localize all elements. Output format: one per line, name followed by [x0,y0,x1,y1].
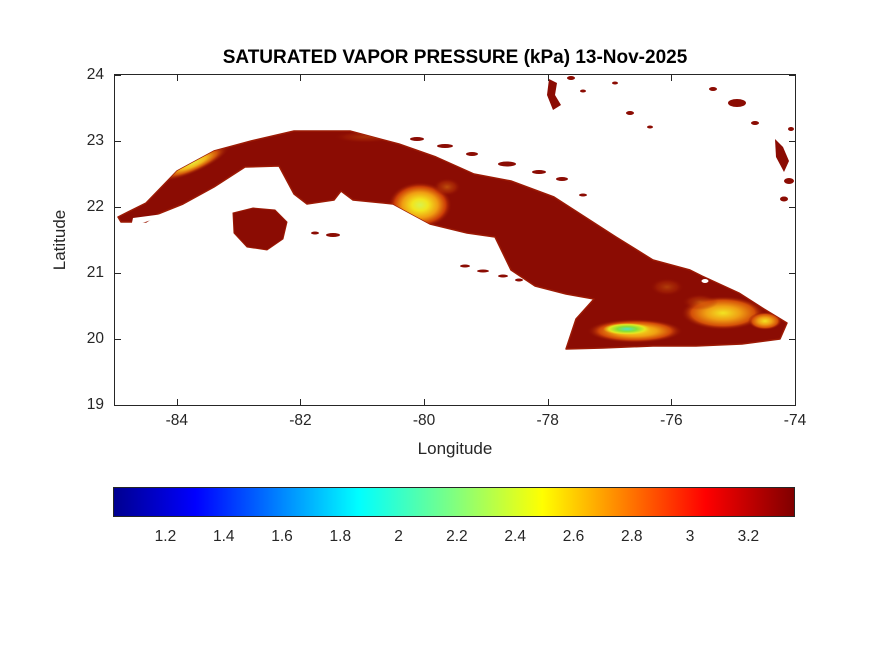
cuba-mainland [117,130,788,350]
x-tick-mark [300,399,302,405]
hotspot-holguin [650,278,684,296]
colorbar-tick-label: 1.6 [271,528,293,545]
colorbar [113,487,795,517]
x-tick-label: -76 [660,412,683,429]
y-tick-label: 24 [86,66,104,83]
x-tick-mark [300,75,302,81]
colorbar-tick-label: 2.2 [446,528,468,545]
x-tick-label: -84 [165,412,189,429]
y-tick-mark [115,405,121,406]
y-tick-mark [115,273,121,274]
colorbar-tick-label: 1.8 [329,528,352,545]
bay-nipe [701,279,709,283]
y-tick-mark [115,141,121,142]
colorbar-tick-label: 1.2 [154,528,177,545]
colorbar-tick-label: 2.4 [504,528,526,545]
y-tick-mark [789,339,795,340]
y-tick-mark [789,75,795,76]
colorbar-tick-label: 3.2 [737,528,760,545]
y-tick-mark [115,339,121,340]
x-tick-mark [176,399,178,405]
x-tick-mark [547,399,549,405]
x-tick-mark [547,75,549,81]
y-tick-mark [789,207,795,208]
hotspot-north-havana-tinge [333,131,397,143]
y-tick-mark [789,141,795,142]
x-tick-label: -74 [783,412,807,429]
hotspot-escambray-ne [433,178,461,196]
cuba-heatmap-svg [117,76,794,350]
y-tick-mark [115,75,121,76]
x-tick-mark [424,399,426,405]
colorbar-tick-label: 1.4 [212,528,235,545]
plot-area [114,74,796,406]
x-tick-mark [671,75,673,81]
isla-juventud [232,207,288,251]
bay-nuevitas [639,245,645,249]
y-tick-label: 21 [86,264,104,281]
x-tick-mark [671,399,673,405]
cays-and-islets [311,76,794,282]
x-axis-label: Longitude [417,439,493,458]
x-tick-mark [795,75,796,81]
bay-corrientes [131,213,171,227]
chart-title: SATURATED VAPOR PRESSURE (kPa) 13-Nov-20… [222,47,688,68]
y-tick-mark [789,273,795,274]
hotspot-turquino-core [603,323,651,335]
y-axis-label: Latitude [50,209,69,271]
y-tick-label: 23 [86,132,104,149]
y-tick-label: 19 [86,396,104,413]
x-tick-mark [424,75,426,81]
y-tick-label: 22 [86,198,104,215]
x-tick-mark [795,399,796,405]
x-tick-label: -82 [289,412,312,429]
colorbar-tick-label: 2 [394,528,403,545]
colorbar-tick-label: 3 [685,528,695,545]
x-tick-label: -80 [412,412,436,429]
y-tick-mark [115,207,121,208]
hotspot-ne-faint [682,294,718,310]
hotspot-east-tip [748,312,782,330]
x-tick-mark [176,75,178,81]
y-tick-mark [789,405,795,406]
y-tick-label: 20 [86,330,104,347]
colorbar-gradient [114,488,794,516]
x-tick-label: -78 [536,412,559,429]
colorbar-tick-label: 2.6 [562,528,585,545]
colorbar-tick-label: 2.8 [621,528,643,545]
